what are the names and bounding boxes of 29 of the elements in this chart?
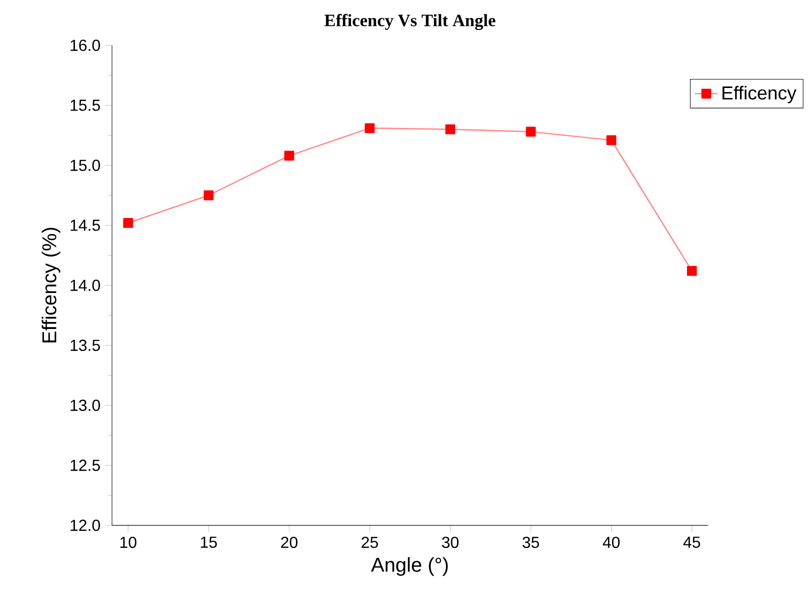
x-tick-label: 25 <box>362 536 378 548</box>
y-tick-label: 15.5 <box>70 100 100 111</box>
y-tick-label: 15.0 <box>70 160 100 171</box>
y-tick-label: 12.0 <box>70 520 100 531</box>
chart-title: Efficency Vs Tilt Angle <box>324 14 496 30</box>
y-tick-label: 16.0 <box>70 40 100 51</box>
y-axis-title: Efficency (%) <box>42 228 60 342</box>
x-axis-title: Angle (°) <box>371 557 448 576</box>
x-tick-label: 15 <box>200 536 217 548</box>
point <box>445 124 456 134</box>
x-tick-label: 30 <box>442 536 459 548</box>
y-tick-label: 14.5 <box>70 220 100 231</box>
y-tick-label: 14.0 <box>70 280 100 291</box>
x-tick-label: 40 <box>602 536 620 548</box>
legend-label: Efficency <box>722 86 796 104</box>
x-tick-label: 35 <box>522 536 540 548</box>
point <box>284 150 294 161</box>
x-tick-label: 45 <box>683 536 700 548</box>
x-tick-label: 10 <box>120 536 136 548</box>
y-tick-label: 12.5 <box>70 460 100 471</box>
x-tick-label: 20 <box>281 536 298 548</box>
point <box>606 135 616 145</box>
point <box>686 266 697 276</box>
point <box>364 123 375 133</box>
point <box>204 190 214 200</box>
y-tick-label: 13.0 <box>70 400 100 411</box>
y-tick-label: 13.5 <box>70 340 100 351</box>
point <box>526 126 536 137</box>
point <box>123 218 134 228</box>
